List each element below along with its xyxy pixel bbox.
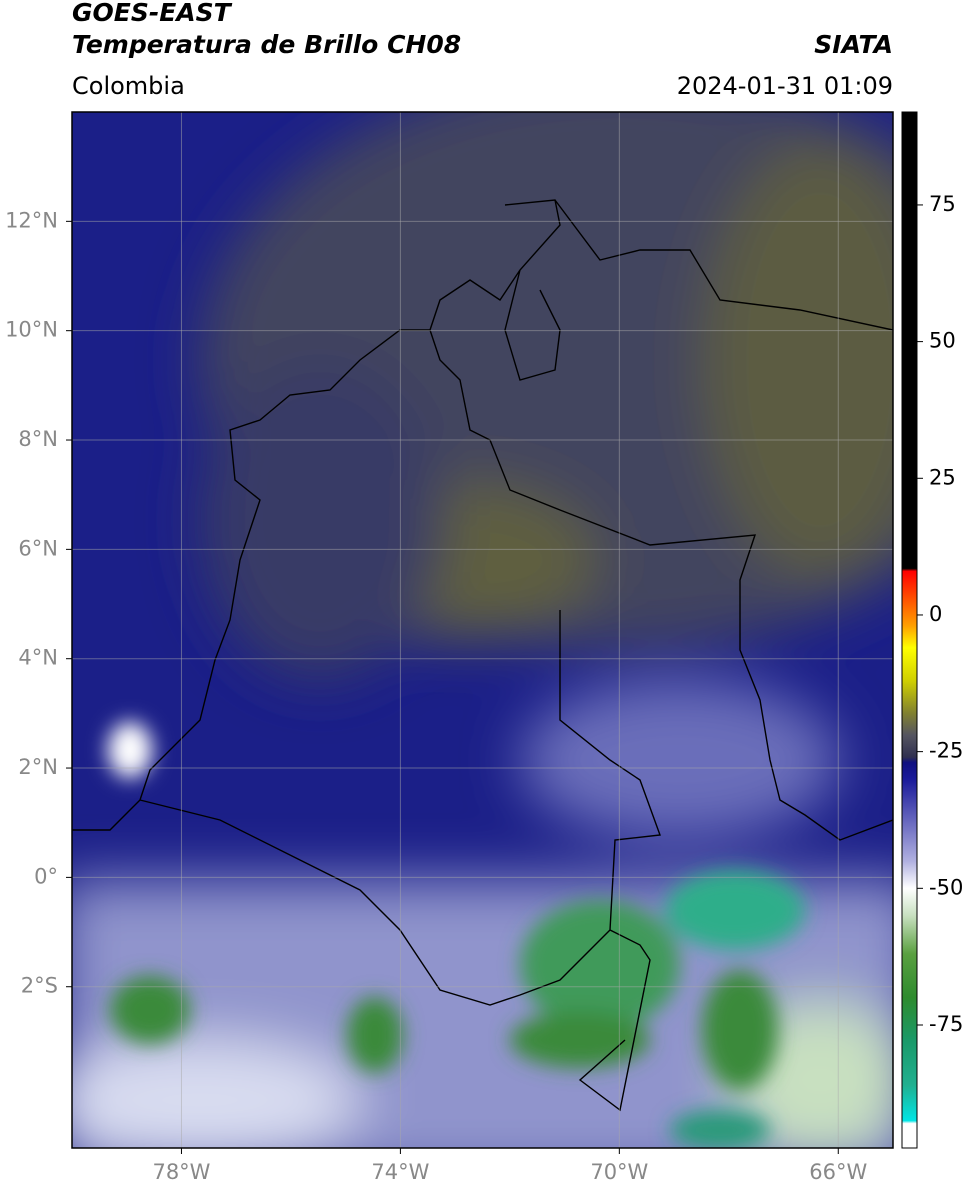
y-tick-label: 4°N	[18, 646, 58, 670]
satellite-image	[72, 112, 893, 1148]
x-tick-label: 78°W	[152, 1160, 210, 1184]
datetime: 2024-01-31 01:09	[677, 72, 893, 100]
source: SIATA	[814, 30, 893, 59]
colorbar-tick-label: -25	[929, 739, 963, 763]
y-tick-label: 12°N	[5, 208, 58, 232]
subtitle: Temperatura de Brillo CH08	[72, 30, 461, 59]
region: Colombia	[72, 72, 185, 100]
x-tick-label: 66°W	[809, 1160, 867, 1184]
y-tick-label: 2°S	[21, 974, 58, 998]
y-tick-label: 2°N	[18, 755, 58, 779]
colorbar	[901, 111, 918, 1149]
title: GOES-EAST	[72, 0, 233, 27]
colorbar-tick-label: 50	[929, 329, 956, 353]
y-tick-label: 0°	[34, 864, 58, 888]
colorbar-tick-label: 25	[929, 465, 956, 489]
x-tick-label: 74°W	[371, 1160, 429, 1184]
colorbar-tick-label: 0	[929, 602, 942, 626]
y-tick-label: 6°N	[18, 536, 58, 560]
y-tick-label: 8°N	[18, 427, 58, 451]
colorbar-tick-label: -50	[929, 875, 963, 899]
y-tick-label: 10°N	[5, 318, 58, 342]
colorbar-tick-label: 75	[929, 192, 956, 216]
map-frame	[71, 111, 894, 1149]
colorbar-tick-label: -75	[929, 1012, 963, 1036]
x-tick-label: 70°W	[590, 1160, 648, 1184]
